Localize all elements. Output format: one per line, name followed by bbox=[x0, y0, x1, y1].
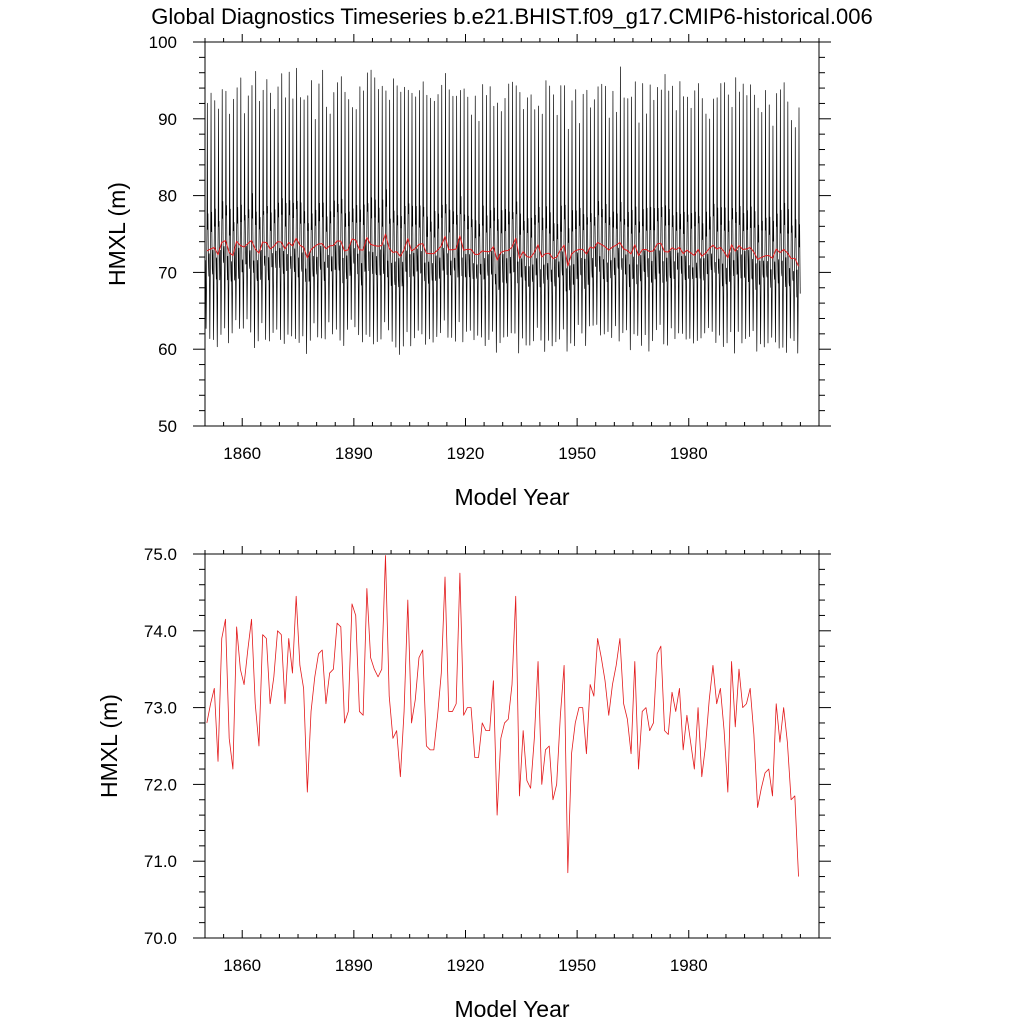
bottom-axis-ticks: 1860 1890 1920 1950 1980 70.0 71.0 72.0 73.0 74.0… bbox=[144, 545, 831, 975]
monthly-line bbox=[204, 66, 801, 355]
bottom-x-tick-label: 1890 bbox=[335, 956, 373, 975]
top-plot-frame bbox=[204, 41, 820, 427]
top-x-tick-label: 1890 bbox=[335, 444, 373, 463]
top-y-axis-label: HMXL (m) bbox=[104, 182, 130, 286]
monthly-panel: 1860 1890 1920 1950 1980 50 60 70 80 90 100 Model … bbox=[104, 33, 831, 510]
bottom-y-tick-label: 72.0 bbox=[144, 775, 177, 794]
bottom-y-axis-label: HMXL (m) bbox=[96, 694, 122, 798]
top-y-tick-label: 100 bbox=[149, 33, 177, 52]
figure-title: Global Diagnostics Timeseries b.e21.BHIS… bbox=[151, 4, 872, 29]
top-y-tick-label: 80 bbox=[158, 187, 177, 206]
annual-mean-overlay-line bbox=[206, 233, 799, 267]
bottom-plot-frame bbox=[204, 553, 820, 939]
bottom-y-tick-label: 74.0 bbox=[144, 622, 177, 641]
top-x-tick-label: 1950 bbox=[558, 444, 596, 463]
top-x-tick-label: 1920 bbox=[447, 444, 485, 463]
bottom-y-tick-label: 75.0 bbox=[144, 545, 177, 564]
top-y-tick-label: 60 bbox=[158, 340, 177, 359]
annual-series bbox=[206, 555, 799, 877]
bottom-x-tick-label: 1920 bbox=[447, 956, 485, 975]
top-x-tick-label: 1980 bbox=[670, 444, 708, 463]
annual-mean-line bbox=[206, 555, 799, 877]
bottom-x-tick-label: 1980 bbox=[670, 956, 708, 975]
top-y-tick-label: 50 bbox=[158, 417, 177, 436]
bottom-y-tick-label: 70.0 bbox=[144, 929, 177, 948]
top-axis-ticks: 1860 1890 1920 1950 1980 50 60 70 80 90 100 bbox=[149, 33, 831, 463]
top-x-tick-label: 1860 bbox=[223, 444, 261, 463]
top-y-tick-label: 70 bbox=[158, 263, 177, 282]
bottom-y-tick-label: 73.0 bbox=[144, 699, 177, 718]
top-x-axis-label: Model Year bbox=[454, 484, 569, 510]
annual-mean-overlay bbox=[206, 233, 799, 267]
monthly-series bbox=[204, 66, 801, 355]
bottom-x-axis-label: Model Year bbox=[454, 996, 569, 1022]
bottom-x-tick-label: 1860 bbox=[223, 956, 261, 975]
bottom-y-tick-label: 71.0 bbox=[144, 852, 177, 871]
top-y-tick-label: 90 bbox=[158, 110, 177, 129]
annual-panel: 1860 1890 1920 1950 1980 70.0 71.0 72.0 73.0 74.0… bbox=[96, 545, 831, 1022]
bottom-x-tick-label: 1950 bbox=[558, 956, 596, 975]
